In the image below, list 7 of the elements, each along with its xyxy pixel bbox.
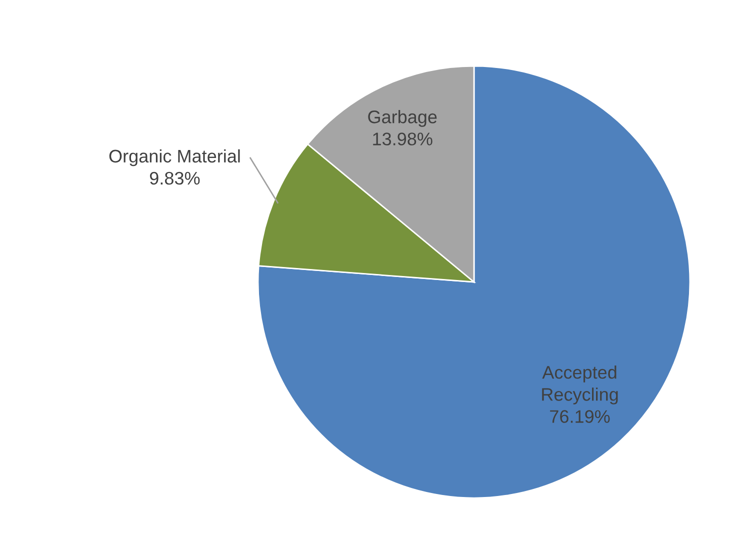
slice-label: Accepted Recycling bbox=[542, 366, 618, 404]
data-label: 9.83% bbox=[150, 172, 200, 185]
slice-label: Organic Material bbox=[109, 149, 240, 166]
data-label: 76.19% bbox=[550, 410, 610, 423]
pie-slice bbox=[257, 65, 691, 499]
data-label: 13.98% bbox=[373, 132, 432, 146]
slice-label: Garbage bbox=[368, 110, 437, 127]
